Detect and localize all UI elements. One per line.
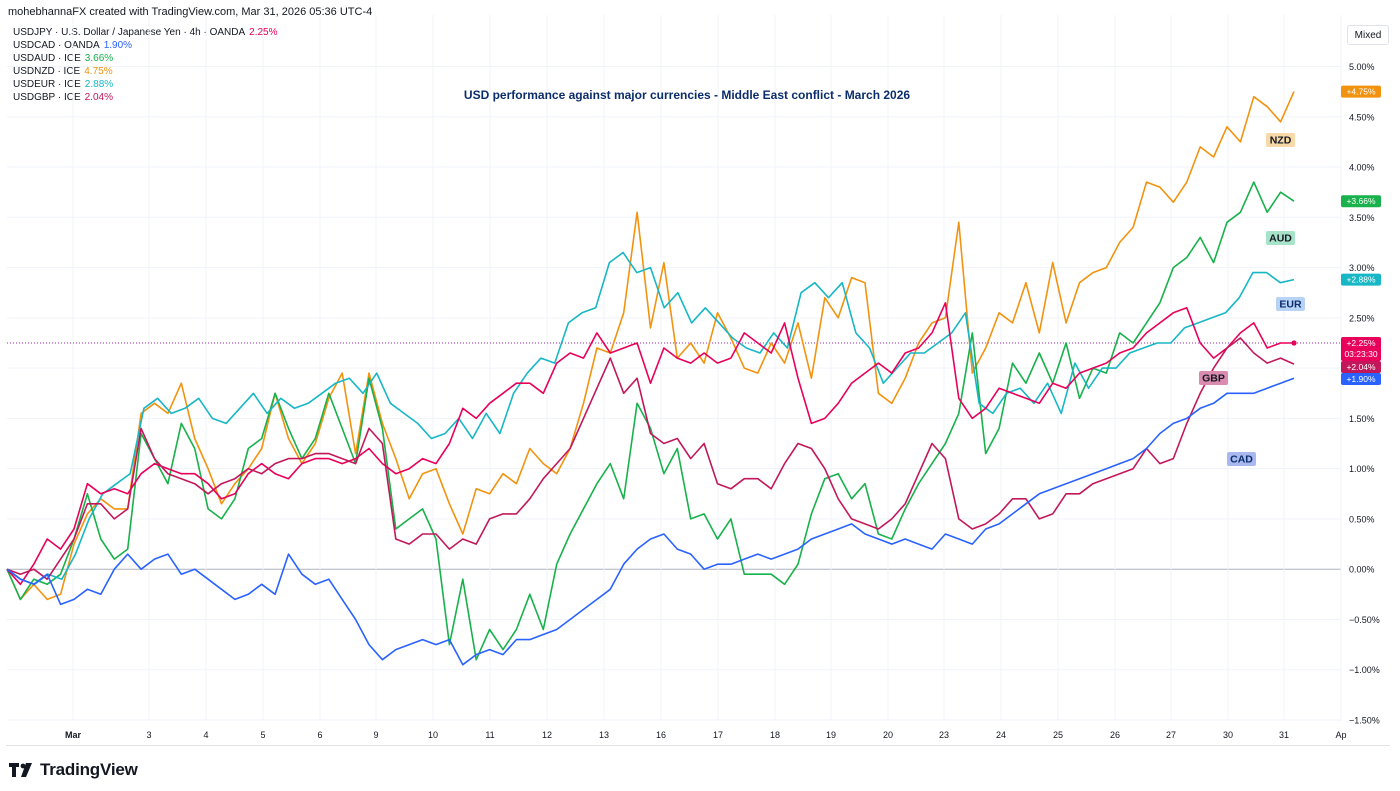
legend-label: USDGBP · ICE	[13, 92, 81, 103]
tradingview-logo-icon	[9, 763, 32, 777]
legend-row-eur[interactable]: USDEUR · ICE 2.88%	[13, 78, 278, 91]
y-tick-label: 3.00%	[1349, 263, 1375, 273]
x-tick-label: 16	[656, 730, 666, 740]
last-value-badge-text: +2.04%	[1346, 362, 1376, 372]
x-tick-label: 3	[146, 730, 151, 740]
x-tick-label: 17	[713, 730, 723, 740]
last-value-badge	[1341, 195, 1381, 208]
legend-value: 2.04%	[84, 92, 113, 103]
time-axis: Mar 3 4 5 6 9 10 11 12 13 16 17 18 19 20 23 24 25 26 27 30 31…	[65, 730, 1347, 740]
annotation-label-bg	[1266, 231, 1295, 245]
x-tick-label: 31	[1279, 730, 1289, 740]
annotation-label-eur: EUR	[1279, 299, 1302, 311]
chart-credit: mohebhannaFX created with TradingView.co…	[8, 6, 373, 18]
legend-value: 4.75%	[84, 66, 113, 77]
crosshair-time-text: 03:23:30	[1344, 349, 1377, 359]
price-axis: 5.00%4.50%4.00%3.50%3.00%2.50%2.00%1.50%…	[1349, 62, 1380, 726]
x-tick-label: 11	[485, 730, 494, 740]
series-line-gbp	[6, 337, 1295, 581]
legend-label: USDAUD · ICE	[13, 53, 81, 64]
x-tick-label: 24	[996, 730, 1006, 740]
x-tick-label: 6	[317, 730, 322, 740]
x-tick-label: Ap	[1335, 730, 1346, 740]
last-value-badge-text: +2.88%	[1346, 275, 1376, 285]
x-tick-label: 27	[1166, 730, 1176, 740]
last-value-badge	[1341, 85, 1381, 98]
last-value-badge	[1341, 372, 1381, 385]
last-value-badge	[1341, 273, 1381, 286]
x-tick-label: 9	[373, 730, 378, 740]
legend-label: USDNZD · ICE	[13, 66, 81, 77]
x-tick-label: 13	[599, 730, 609, 740]
y-tick-label: 0.50%	[1349, 514, 1375, 524]
last-value-badge-text: +2.25%	[1346, 338, 1376, 348]
chart-title: USD performance against major currencies…	[463, 88, 911, 102]
annotation-label-cad: CAD	[1230, 454, 1253, 466]
y-tick-label: 0.00%	[1349, 565, 1375, 575]
x-tick-label: 26	[1110, 730, 1120, 740]
annotation-label-bg	[1227, 452, 1256, 466]
legend-label: USDCAD · OANDA	[13, 40, 100, 51]
legend-value: 2.88%	[84, 79, 114, 90]
last-value-badges: +4.75% +3.66% +2.88% +2.25%03:23:30 +2.04% +1…	[1341, 85, 1381, 385]
annotation-label-aud: AUD	[1269, 233, 1292, 245]
annotation-label-bg	[1199, 371, 1228, 385]
legend-label: USDJPY · U.S. Dollar / Japanese Yen · 4h…	[13, 27, 246, 38]
y-tick-label: −1.50%	[1349, 716, 1380, 726]
y-tick-label: −1.00%	[1349, 665, 1380, 675]
y-tick-label: 2.50%	[1349, 313, 1375, 323]
y-tick-label: 1.00%	[1349, 464, 1375, 474]
y-tick-label: −0.50%	[1349, 615, 1380, 625]
crosshair-dot	[1291, 340, 1297, 346]
chart-annotations: NZD AUD EUR GBP CAD	[1199, 133, 1305, 466]
x-tick-label: 10	[428, 730, 438, 740]
x-tick-label: Mar	[65, 730, 82, 740]
legend-label: USDEUR · ICE	[13, 79, 81, 90]
x-tick-label: 25	[1053, 730, 1063, 740]
y-tick-label: 4.50%	[1349, 112, 1375, 122]
series-line-aud	[6, 181, 1295, 661]
legend-row-gbp[interactable]: USDGBP · ICE 2.04%	[13, 91, 278, 104]
last-value-badge	[1341, 360, 1381, 373]
x-tick-label: 5	[260, 730, 265, 740]
tradingview-logo-text: TradingView	[40, 760, 138, 779]
annotation-label-bg	[1276, 297, 1305, 311]
legend-row-nzd[interactable]: USDNZD · ICE 4.75%	[13, 65, 278, 78]
last-value-badge	[1341, 336, 1381, 361]
last-value-badge-text: +1.90%	[1346, 374, 1376, 384]
legend-row-aud[interactable]: USDAUD · ICE 3.66%	[13, 52, 278, 65]
series-line-eur	[6, 251, 1295, 586]
x-tick-label: 23	[939, 730, 949, 740]
legend-row-cad[interactable]: USDCAD · OANDA 1.90%	[13, 39, 278, 52]
x-tick-label: 4	[203, 730, 208, 740]
annotation-label-gbp: GBP	[1202, 373, 1225, 385]
chart-grid	[7, 15, 1342, 721]
time-axis-border	[6, 745, 1390, 746]
series-line-nzd	[6, 91, 1295, 601]
last-value-badge-text: +3.66%	[1346, 196, 1376, 206]
legend-value: 3.66%	[84, 53, 114, 64]
x-tick-label: 20	[883, 730, 893, 740]
annotation-label-bg	[1266, 133, 1295, 147]
chart-series	[6, 91, 1297, 666]
legend-value: 1.90%	[103, 40, 133, 51]
scale-mode-button[interactable]: Mixed	[1347, 25, 1389, 45]
x-tick-label: 18	[770, 730, 780, 740]
last-value-badge-text: +4.75%	[1346, 87, 1376, 97]
x-tick-label: 30	[1223, 730, 1233, 740]
series-line-cad	[6, 377, 1295, 666]
series-line-gbp	[6, 301, 1294, 586]
tradingview-logo[interactable]: TradingView	[9, 760, 138, 780]
y-tick-label: 3.50%	[1349, 213, 1375, 223]
y-tick-label: 5.00%	[1349, 62, 1375, 72]
x-tick-label: 19	[826, 730, 836, 740]
y-tick-label: 4.00%	[1349, 163, 1375, 173]
annotation-label-nzd: NZD	[1270, 135, 1292, 147]
x-tick-label: 12	[542, 730, 552, 740]
y-tick-label: 1.50%	[1349, 414, 1375, 424]
